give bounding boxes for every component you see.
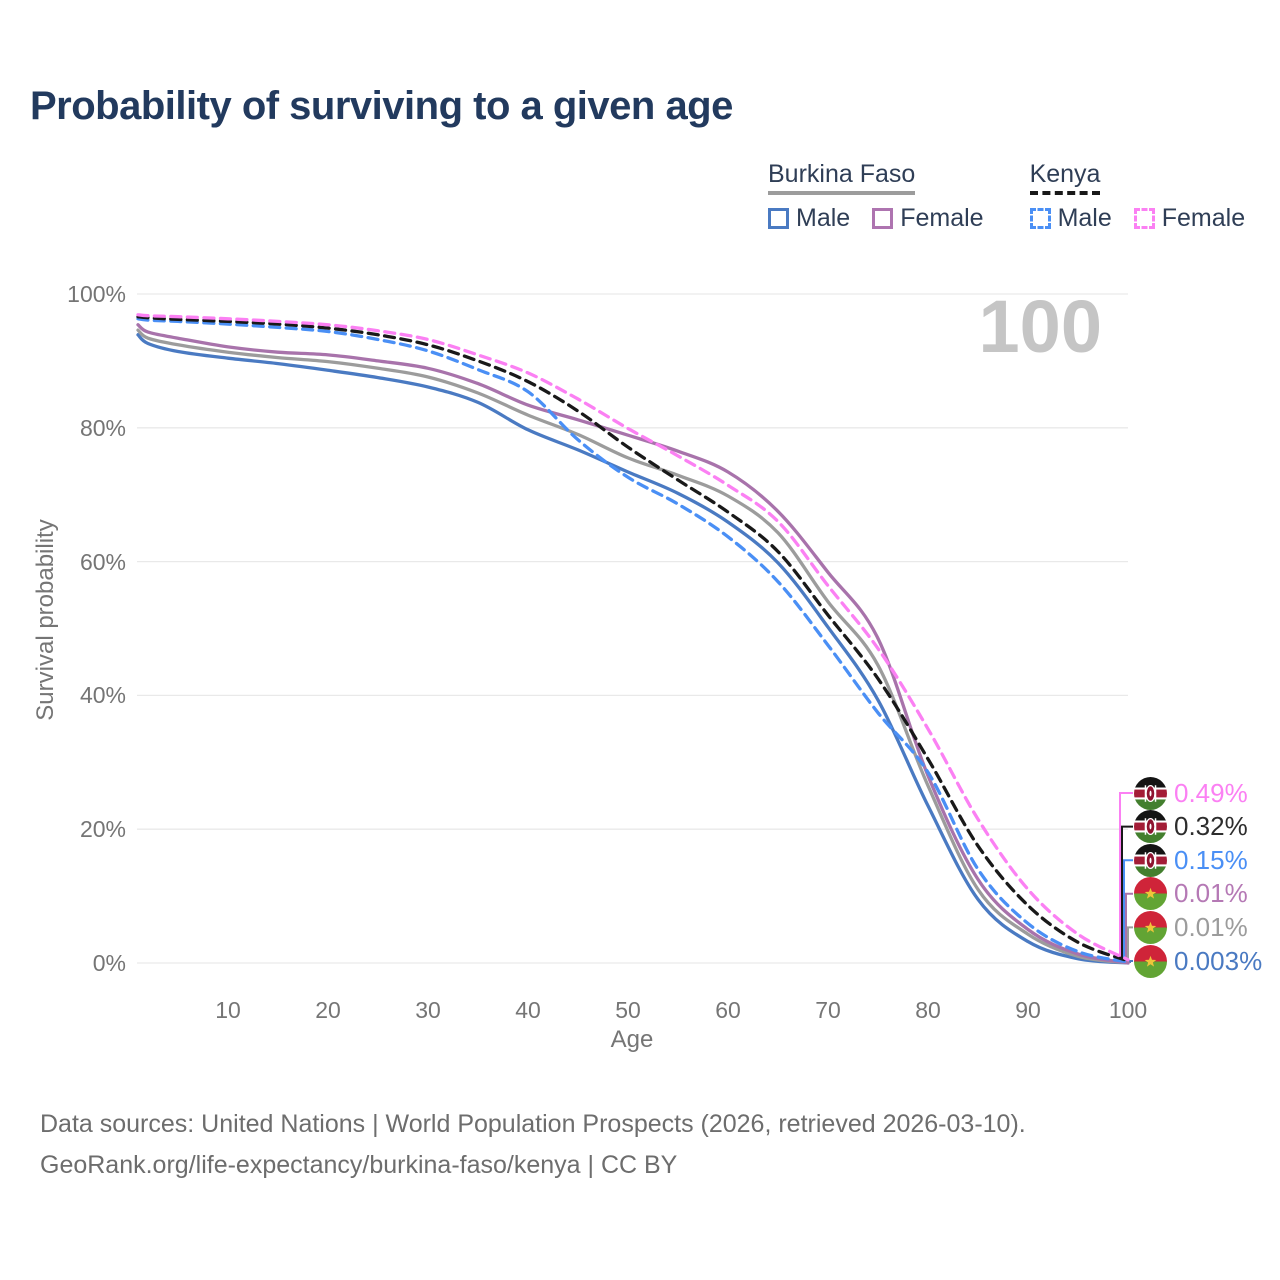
end-label-ke_total: 0.32% [1134,810,1248,844]
x-tick-10: 10 [215,997,241,1023]
end-label-value: 0.49% [1174,777,1248,808]
end-label-connector-bf_male [1129,960,1133,963]
x-tick-40: 40 [515,997,541,1023]
y-tick-80: 80% [79,414,126,441]
y-tick-60: 60% [79,548,126,575]
kenya-flag [1134,776,1167,810]
x-axis-title: Age [610,1026,654,1053]
end-label-value: 0.01% [1174,878,1248,909]
legend-swatch-icon [768,207,789,229]
legend-item-label: Male [796,203,851,232]
end-label-value: 0.003% [1174,945,1263,976]
y-axis-title: Survival probability [32,519,59,721]
burkina-faso-flag-icon [1134,910,1167,944]
page-title: Probability of surviving to a given age [30,84,733,128]
x-tick-20: 20 [315,997,341,1023]
legend-swatch-icon [1133,207,1155,229]
end-label-connector-ke_female [1119,792,1133,960]
series-line-bf_total[interactable] [136,328,1130,965]
burkina-faso-flag-icon [1134,877,1167,911]
end-label-value: 0.01% [1174,911,1248,942]
legend-group-kenya: Kenya Male Female [1029,160,1246,233]
series-line-bf_female[interactable] [136,323,1130,965]
kenya-flag [1134,810,1167,844]
legend-country-burkina-faso[interactable]: Burkina Faso [768,160,916,195]
legend-swatch-icon [1029,207,1051,229]
kenya-flag-icon [1134,810,1167,844]
end-label-bf_total: 0.01% [1134,910,1248,944]
series-line-ke_female[interactable] [136,313,1130,962]
x-tick-60: 60 [715,997,741,1023]
end-label-ke_female: 0.49% [1134,776,1248,810]
end-label-connector-bf_female [1125,892,1133,963]
kenya-flag [1134,843,1167,877]
x-tick-50: 50 [615,997,641,1023]
footer-sources: Data sources: United Nations | World Pop… [40,1110,1026,1138]
kenya-flag-icon [1134,843,1167,877]
series-line-ke_male[interactable] [136,317,1130,964]
end-label-connector-ke_total [1121,825,1133,961]
y-tick-0: 0% [92,950,126,976]
burkina-faso-flag [1134,877,1167,911]
x-tick-100: 100 [1108,997,1148,1023]
y-tick-20: 20% [79,816,126,843]
legend: Burkina Faso Male Female Kenya Male Female [768,160,1245,233]
end-label-value: 0.15% [1174,844,1248,875]
series-line-ke_total[interactable] [136,315,1130,963]
legend-item-kenya-male[interactable]: Male [1029,203,1112,233]
kenya-flag-icon [1134,776,1167,810]
x-tick-30: 30 [415,997,441,1023]
hover-age-watermark: 100 [978,285,1102,368]
y-tick-100: 100% [67,281,126,307]
series-line-bf_male[interactable] [136,333,1130,965]
footer-attribution: GeoRank.org/life-expectancy/burkina-faso… [40,1151,678,1179]
legend-items: Male Female [768,204,984,233]
legend-item-label: Male [1057,203,1112,232]
legend-item-label: Female [900,203,984,232]
legend-items: Male Female [1029,203,1246,233]
x-tick-70: 70 [815,997,841,1023]
x-tick-80: 80 [915,997,941,1023]
end-label-connector-bf_total [1127,926,1133,963]
end-label-bf_male: 0.003% [1134,944,1262,978]
end-label-ke_male: 0.15% [1134,843,1248,877]
legend-swatch-icon [872,207,894,229]
end-label-connector-ke_male [1123,859,1133,962]
burkina-faso-flag-icon [1134,944,1167,978]
legend-group-burkina-faso: Burkina Faso Male Female [768,160,984,233]
burkina-faso-flag [1134,910,1167,944]
end-label-bf_female: 0.01% [1134,877,1248,911]
footer: Data sources: United Nations | World Pop… [40,1104,1026,1186]
legend-item-label: Female [1161,203,1246,232]
legend-item-burkina-faso-male[interactable]: Male [768,204,850,233]
legend-item-burkina-faso-female[interactable]: Female [872,203,984,233]
legend-item-kenya-female[interactable]: Female [1133,203,1246,233]
legend-country-kenya[interactable]: Kenya [1029,160,1101,195]
y-tick-40: 40% [79,682,126,709]
x-tick-90: 90 [1015,997,1041,1023]
end-label-value: 0.32% [1174,811,1248,842]
burkina-faso-flag [1134,944,1167,978]
